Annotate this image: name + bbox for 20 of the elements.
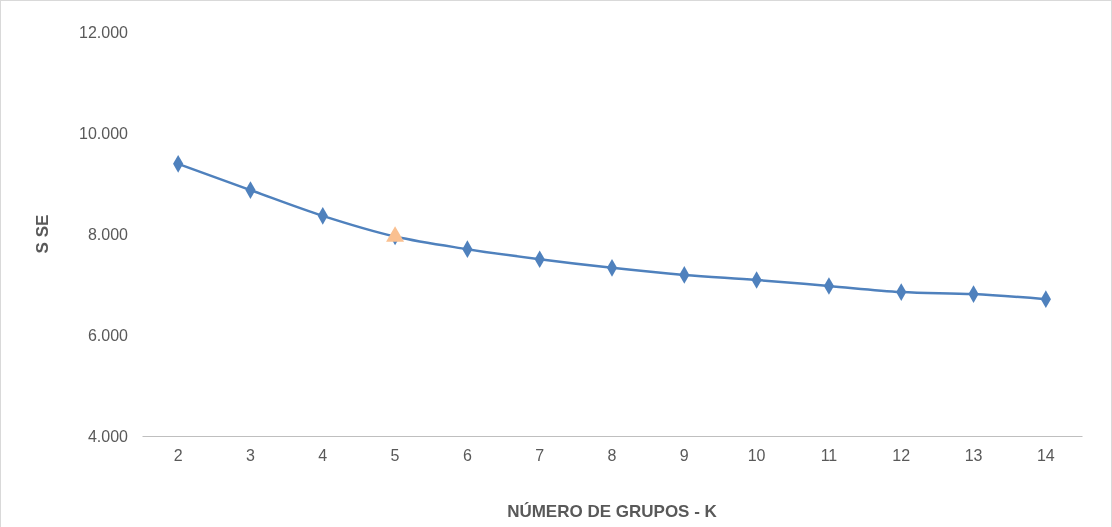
x-axis-title: NÚMERO DE GRUPOS - K — [507, 502, 718, 521]
y-tick-label: 4.000 — [87, 427, 129, 445]
x-tick-label: 12 — [892, 447, 911, 465]
y-tick-label: 10.000 — [79, 124, 129, 142]
x-tick-label: 4 — [318, 447, 328, 465]
x-tick-label: 7 — [535, 447, 545, 465]
y-axis-title: S SE — [33, 214, 52, 254]
x-tick-label: 6 — [462, 447, 472, 465]
x-tick-label: 3 — [246, 447, 256, 465]
x-tick-label: 5 — [390, 447, 400, 465]
y-tick-label: 6.000 — [87, 326, 129, 344]
y-tick-label: 12.000 — [79, 23, 129, 41]
x-tick-label: 10 — [747, 447, 766, 465]
x-tick-label: 9 — [679, 447, 689, 465]
x-tick-label: 11 — [820, 447, 838, 465]
x-tick-label: 13 — [964, 447, 983, 465]
y-tick-label: 8.000 — [87, 225, 129, 243]
x-tick-label: 14 — [1036, 447, 1055, 465]
x-tick-label: 2 — [173, 447, 183, 465]
x-tick-label: 8 — [607, 447, 617, 465]
